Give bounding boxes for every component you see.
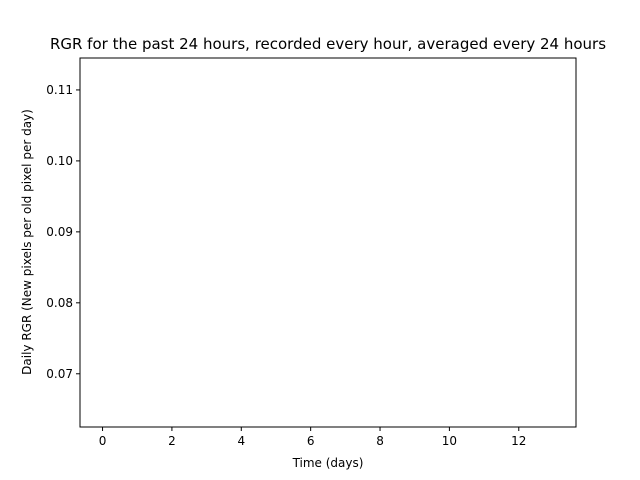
x-tick-label: 10 <box>442 434 457 448</box>
y-axis-label: Daily RGR (New pixels per old pixel per … <box>20 109 34 375</box>
x-axis-label: Time (days) <box>292 456 364 470</box>
y-tick-label: 0.08 <box>46 296 73 310</box>
x-tick-label: 12 <box>511 434 526 448</box>
x-tick-label: 4 <box>237 434 245 448</box>
plot-area-frame <box>79 57 577 428</box>
chart-title: RGR for the past 24 hours, recorded ever… <box>50 35 606 53</box>
y-tick-label: 0.07 <box>46 367 73 381</box>
y-tick-label: 0.11 <box>46 83 73 97</box>
x-tick-label: 8 <box>376 434 384 448</box>
x-tick-label: 6 <box>307 434 315 448</box>
x-axis-ticks: 0 2 4 6 8 10 12 <box>99 427 526 448</box>
x-tick-label: 2 <box>168 434 176 448</box>
y-axis-ticks: 0.07 0.08 0.09 0.10 0.11 <box>46 83 80 381</box>
x-tick-label: 0 <box>99 434 107 448</box>
y-tick-label: 0.10 <box>46 154 73 168</box>
y-tick-label: 0.09 <box>46 225 73 239</box>
